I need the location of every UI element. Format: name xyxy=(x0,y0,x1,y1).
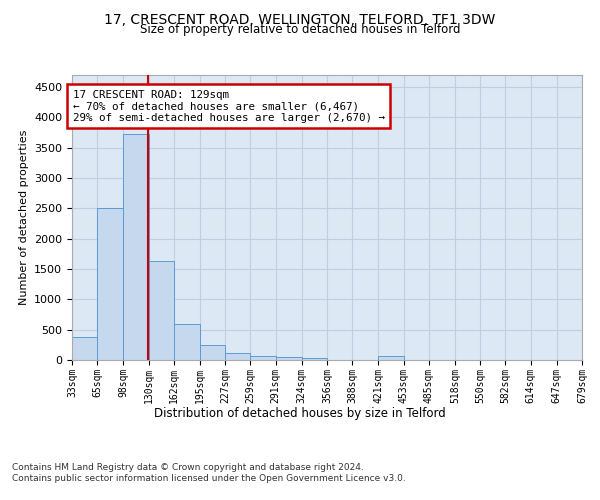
Text: Contains public sector information licensed under the Open Government Licence v3: Contains public sector information licen… xyxy=(12,474,406,483)
Bar xyxy=(174,324,200,360)
Text: Size of property relative to detached houses in Telford: Size of property relative to detached ho… xyxy=(140,22,460,36)
Bar xyxy=(250,356,275,360)
Text: Contains HM Land Registry data © Crown copyright and database right 2024.: Contains HM Land Registry data © Crown c… xyxy=(12,462,364,471)
Bar xyxy=(97,208,124,360)
Bar xyxy=(275,358,302,360)
Bar xyxy=(379,356,404,360)
Bar xyxy=(225,354,250,360)
Text: Distribution of detached houses by size in Telford: Distribution of detached houses by size … xyxy=(154,408,446,420)
Bar xyxy=(302,358,327,360)
Bar xyxy=(124,134,149,360)
Text: 17, CRESCENT ROAD, WELLINGTON, TELFORD, TF1 3DW: 17, CRESCENT ROAD, WELLINGTON, TELFORD, … xyxy=(104,12,496,26)
Bar xyxy=(149,260,174,360)
Text: 17 CRESCENT ROAD: 129sqm
← 70% of detached houses are smaller (6,467)
29% of sem: 17 CRESCENT ROAD: 129sqm ← 70% of detach… xyxy=(73,90,385,123)
Bar xyxy=(72,337,97,360)
Bar xyxy=(200,345,225,360)
Y-axis label: Number of detached properties: Number of detached properties xyxy=(19,130,29,305)
